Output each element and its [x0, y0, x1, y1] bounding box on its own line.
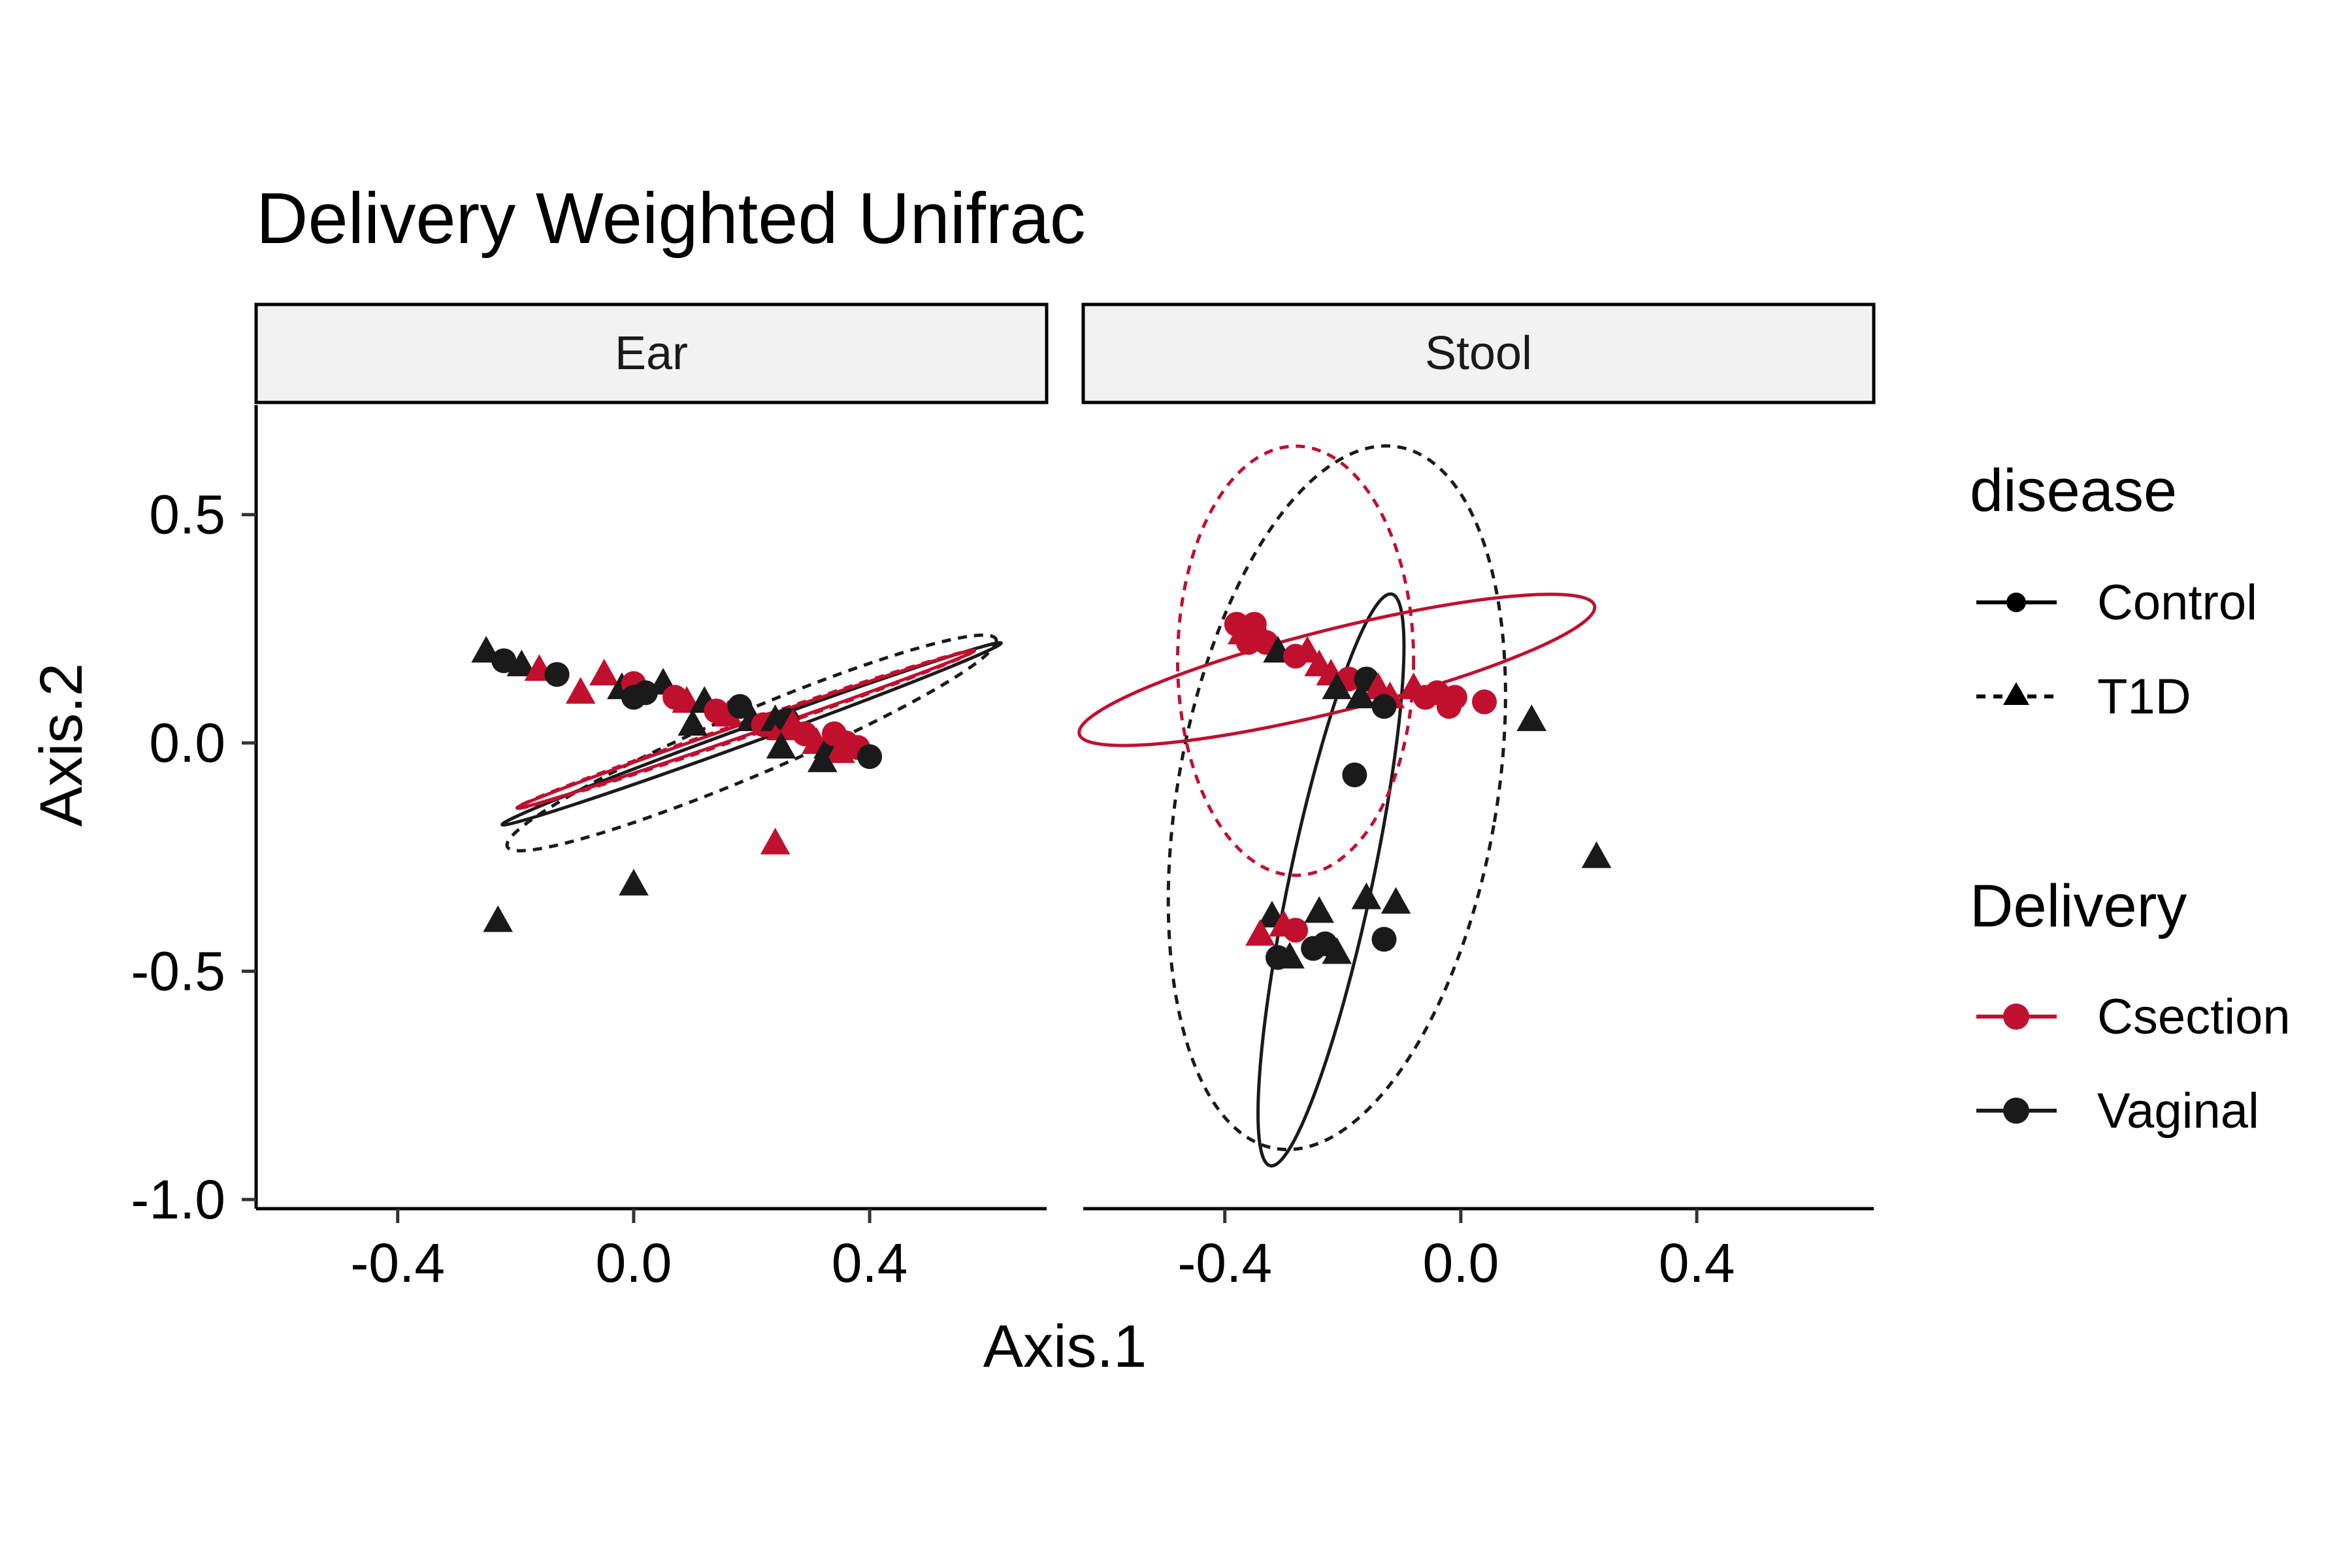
chart-title: Delivery Weighted Unifrac	[256, 178, 1086, 259]
legend-title: Delivery	[1970, 873, 2187, 939]
legend-label: Control	[2097, 575, 2257, 630]
data-point	[544, 662, 570, 687]
data-point	[1436, 694, 1462, 719]
panel-strip-label: Stool	[1425, 327, 1532, 380]
x-tick-label: 0.4	[832, 1232, 908, 1294]
y-tick-label: -1.0	[131, 1169, 225, 1230]
ellipse-layer	[1077, 444, 1597, 1168]
panel-stool: Stool -0.4 0.0 0.4	[1077, 302, 1876, 1294]
data-point	[565, 677, 596, 704]
data-point	[506, 649, 537, 677]
legend-key-circle	[2003, 1098, 2029, 1124]
legend-disease: disease Control T1D	[1970, 457, 2257, 725]
panel-axes: -0.4 0.0 0.4	[256, 1207, 1047, 1294]
x-tick-label: 0.0	[596, 1232, 672, 1294]
legend-entry-t1d: T1D	[1976, 669, 2191, 725]
y-tick-label: 0.0	[149, 712, 225, 774]
data-point	[1322, 937, 1352, 964]
data-point	[808, 745, 838, 772]
legend-entry-csection: Csection	[1976, 989, 2291, 1045]
legend-key-triangle	[2003, 682, 2029, 705]
data-point	[1342, 762, 1367, 788]
legend-title: disease	[1970, 457, 2177, 524]
data-point	[727, 694, 753, 719]
point-layer	[1224, 612, 1612, 970]
panel-strip-label: Ear	[615, 327, 688, 380]
legend-key-circle	[2003, 1004, 2029, 1030]
legend-delivery: Delivery Csection Vaginal	[1970, 873, 2291, 1139]
data-point	[857, 744, 883, 770]
confidence-ellipse-vaginal-t1d	[505, 633, 998, 853]
confidence-ellipse-vaginal-t1d	[1166, 444, 1507, 1152]
data-point	[1380, 887, 1411, 914]
data-point	[1371, 694, 1397, 719]
data-point	[678, 709, 708, 736]
data-point	[1245, 919, 1275, 946]
legend-entry-vaginal: Vaginal	[1976, 1083, 2259, 1139]
confidence-ellipse-csection-control	[1077, 593, 1597, 747]
data-point	[619, 868, 649, 896]
data-point	[483, 905, 514, 932]
panel-strip	[254, 302, 1049, 404]
data-point	[1472, 689, 1497, 715]
x-tick-label: -0.4	[1177, 1232, 1272, 1294]
data-point	[1283, 917, 1309, 943]
data-point	[1292, 636, 1322, 663]
confidence-ellipse-csection-t1d	[1175, 444, 1416, 877]
y-axis-label: Axis.2	[28, 663, 95, 827]
point-layer	[471, 636, 883, 932]
y-tick-label: 0.5	[149, 484, 225, 546]
panel-axes: -0.4 0.0 0.4	[1083, 1207, 1874, 1294]
legend-label: Vaginal	[2097, 1083, 2259, 1139]
y-tick-label: -0.5	[131, 941, 225, 1002]
data-point	[589, 659, 619, 686]
data-point	[621, 685, 646, 710]
data-point	[760, 827, 791, 855]
x-axis-label: Axis.1	[983, 1313, 1147, 1380]
confidence-ellipse-vaginal-control	[1256, 592, 1406, 1168]
data-point	[1516, 704, 1547, 732]
data-point	[1581, 841, 1612, 868]
data-point	[1275, 941, 1305, 969]
legend-label: Csection	[2097, 989, 2291, 1045]
legend-label: T1D	[2097, 669, 2191, 725]
data-point	[1351, 882, 1382, 909]
y-axis: -1.0 -0.5 0.0 0.5	[131, 405, 258, 1230]
data-point	[1322, 672, 1352, 700]
x-tick-label: -0.4	[350, 1232, 445, 1294]
x-tick-label: 0.4	[1659, 1232, 1735, 1294]
x-tick-label: 0.0	[1423, 1232, 1499, 1294]
data-point	[1345, 681, 1376, 709]
legend-key-circle	[2006, 593, 2026, 612]
legend-entry-control: Control	[1976, 575, 2257, 630]
data-point	[1304, 896, 1334, 923]
panel-strip	[1081, 302, 1876, 404]
data-point	[766, 732, 796, 759]
data-point	[1371, 926, 1397, 952]
data-point	[713, 700, 743, 727]
panel-ear: Ear -0.4 0.0 0.4	[254, 302, 1049, 1294]
data-point	[491, 648, 517, 674]
